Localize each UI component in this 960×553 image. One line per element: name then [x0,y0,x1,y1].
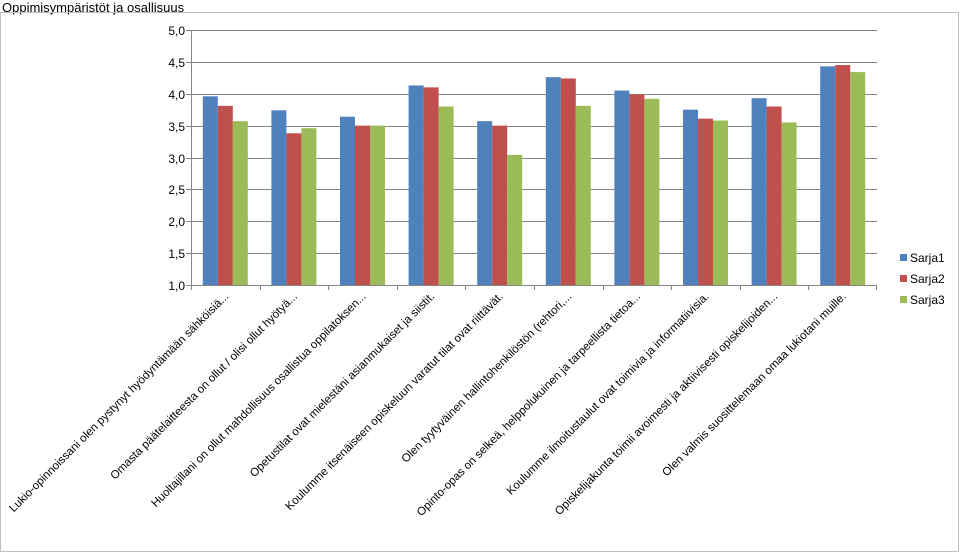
bar-sarja3 [301,128,317,285]
legend-swatch [900,296,907,303]
bar-sarja3 [781,122,797,285]
bar-sarja2 [286,133,302,285]
legend-swatch [900,275,907,282]
y-axis-ticks: 1,0 1,5 2,0 2,5 3,0 3,5 4,0 4,5 5,0 [168,24,191,293]
x-axis-labels: Lukio-opinnoissani olen pystynyt hyödynt… [7,291,849,519]
bar-sarja1 [271,110,287,285]
y-tick-label: 1,5 [168,247,185,261]
y-tick-label: 1,0 [168,279,185,293]
bar-sarja1 [202,96,218,285]
y-tick-label: 2,0 [168,215,185,229]
x-tick-label: Opiskelijakunta toimii avoimesti ja akti… [553,291,780,518]
bar-sarja2 [629,94,645,285]
bar-sarja3 [507,154,523,285]
y-tick-label: 4,5 [168,56,185,70]
bar-sarja2 [835,65,851,285]
y-tick-label: 4,0 [168,88,185,102]
bars [202,65,866,286]
legend-item-sarja3: Sarja3 [900,293,945,307]
bar-sarja1 [614,90,630,285]
bar-sarja3 [850,72,866,285]
bar-sarja3 [575,105,591,285]
bar-sarja2 [698,118,713,285]
legend-item-sarja1: Sarja1 [900,251,945,265]
x-tick-label: Opinto-opas on selkeä, helppolukuinen ja… [415,291,643,519]
bar-sarja1 [751,98,767,286]
legend-item-sarja2: Sarja2 [900,272,945,286]
y-tick-label: 5,0 [168,24,185,38]
bar-sarja3 [644,98,660,285]
bar-sarja1 [340,116,355,285]
y-tick-label: 3,5 [168,120,185,134]
bar-sarja1 [408,85,424,286]
bar-sarja1 [477,121,493,285]
legend-label: Sarja1 [910,251,945,265]
bar-sarja1 [683,109,698,285]
bar-sarja2 [766,106,782,285]
legend-label: Sarja3 [910,293,945,307]
bar-sarja2 [492,125,508,285]
x-tick-label: Lukio-opinnoissani olen pystynyt hyödynt… [7,291,231,515]
legend-swatch [900,254,907,261]
bar-sarja3 [370,125,385,285]
axes [191,30,877,290]
bar-sarja2 [423,87,439,285]
bar-sarja3 [713,120,728,286]
legend: Sarja1 Sarja2 Sarja3 [900,251,945,307]
bar-sarja2 [560,78,576,285]
legend-label: Sarja2 [910,272,945,286]
bar-sarja1 [820,66,836,286]
chart-border [0,12,959,552]
chart-title: Oppimisympäristöt ja osallisuus [2,0,185,15]
bar-sarja2 [217,105,233,285]
bar-sarja3 [438,106,454,285]
y-tick-label: 3,0 [168,152,185,166]
bar-sarja2 [355,125,370,285]
bar-sarja1 [545,77,561,285]
y-tick-label: 2,5 [168,183,185,197]
bar-sarja3 [232,121,248,285]
